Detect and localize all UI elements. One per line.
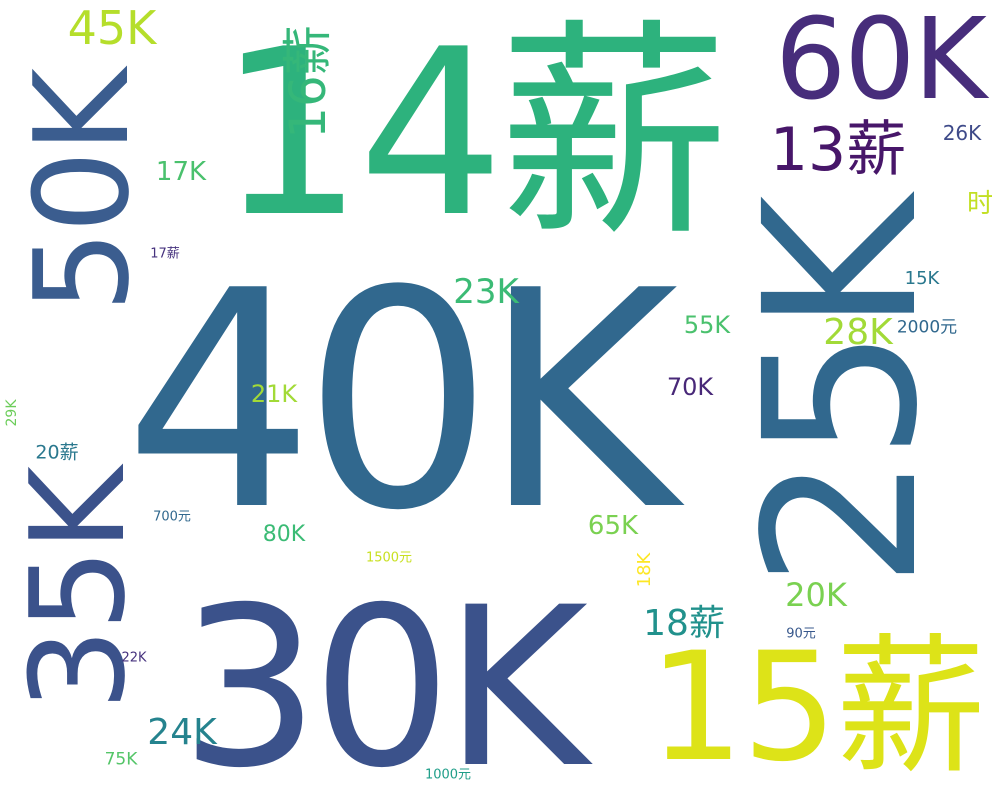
word-55k: 55K xyxy=(683,311,731,339)
word-35k: 35K xyxy=(2,469,154,711)
word-50k: 50K xyxy=(6,71,158,313)
word-29k: 29K xyxy=(4,399,20,427)
word-20k: 20K xyxy=(785,576,847,614)
word-45k: 45K xyxy=(67,1,157,55)
word-2000yuan: 2000元 xyxy=(896,317,958,338)
word-24k: 24K xyxy=(147,712,217,753)
word-90yuan: 90元 xyxy=(786,626,816,642)
word-28k: 28K xyxy=(823,312,893,353)
word-22k: 22K xyxy=(121,650,147,666)
word-65k: 65K xyxy=(587,511,639,541)
word-60k: 60K xyxy=(775,0,987,125)
word-21k: 21K xyxy=(250,380,298,408)
word-14xin: 14薪 xyxy=(217,1,729,268)
word-1500yuan: 1500元 xyxy=(365,550,413,566)
word-18xin: 18薪 xyxy=(643,603,725,644)
word-20xin: 20薪 xyxy=(35,441,79,464)
word-15k: 15K xyxy=(904,268,940,289)
word-17k: 17K xyxy=(155,157,207,187)
word-700yuan: 700元 xyxy=(153,509,191,525)
word-75k: 75K xyxy=(104,749,138,770)
word-40k: 40K xyxy=(123,227,678,576)
word-25k: 25K xyxy=(719,201,964,589)
word-26k: 26K xyxy=(942,121,982,145)
word-23k: 23K xyxy=(453,272,519,312)
word-16xin: 16薪 xyxy=(279,25,337,139)
word-15xin: 15薪 xyxy=(648,621,986,795)
word-17xin: 17薪 xyxy=(150,246,180,262)
word-13xin: 13薪 xyxy=(769,115,907,185)
word-1000yuan: 1000元 xyxy=(424,767,472,783)
word-shi: 时 xyxy=(966,189,994,219)
word-30k: 30K xyxy=(179,560,588,800)
word-18k: 18K xyxy=(634,552,655,588)
word-80k: 80K xyxy=(262,522,306,547)
word-70k: 70K xyxy=(666,373,714,401)
